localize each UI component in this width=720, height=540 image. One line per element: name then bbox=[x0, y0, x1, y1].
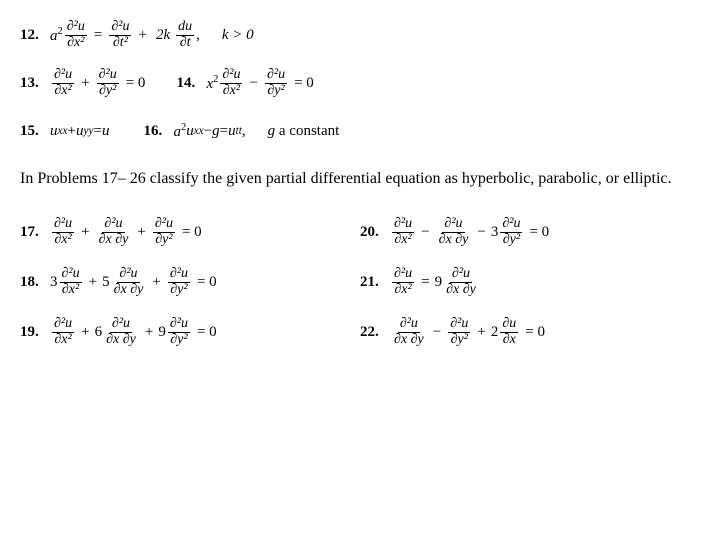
right-column: 20. ∂²u∂x² − ∂²u∂x ∂y − 3 ∂²u∂y² = 0 21.… bbox=[360, 214, 700, 364]
problem-15-16: 15. uxx + uyy = u 16. a2 uxx − g = utt ,… bbox=[20, 112, 700, 150]
equation-14: x2 ∂²u∂x² − ∂²u∂y² = 0 bbox=[206, 68, 318, 98]
problem-22: 22. ∂²u∂x ∂y − ∂²u∂y² + 2 ∂u∂x = 0 bbox=[360, 314, 700, 352]
problem-17: 17. ∂²u∂x² + ∂²u∂x ∂y + ∂²u∂y² = 0 bbox=[20, 214, 360, 252]
problem-number: 12. bbox=[20, 27, 50, 44]
note: g a constant bbox=[268, 123, 340, 140]
equation-16: a2 uxx − g = utt , g a constant bbox=[173, 122, 339, 141]
equation-13: ∂²u∂x² + ∂²u∂y² = 0 bbox=[50, 68, 150, 98]
problems-12-16: 12. a2 ∂²u∂x² = ∂²u∂t² + 2k du∂t , k > 0… bbox=[20, 16, 700, 150]
left-column: 17. ∂²u∂x² + ∂²u∂x ∂y + ∂²u∂y² = 0 18. 3… bbox=[20, 214, 360, 364]
fraction: ∂²u∂t² bbox=[109, 20, 131, 50]
fraction: ∂²u∂x² bbox=[65, 20, 87, 50]
problems-17-22: 17. ∂²u∂x² + ∂²u∂x ∂y + ∂²u∂y² = 0 18. 3… bbox=[20, 214, 700, 364]
equation: a2 ∂²u∂x² = ∂²u∂t² + 2k du∂t , k > 0 bbox=[50, 20, 254, 50]
problem-13-14: 13. ∂²u∂x² + ∂²u∂y² = 0 14. x2 ∂²u∂x² − … bbox=[20, 64, 700, 102]
problem-20: 20. ∂²u∂x² − ∂²u∂x ∂y − 3 ∂²u∂y² = 0 bbox=[360, 214, 700, 252]
problem-19: 19. ∂²u∂x² + 6 ∂²u∂x ∂y + 9 ∂²u∂y² = 0 bbox=[20, 314, 360, 352]
problem-number: 15. bbox=[20, 123, 50, 140]
fraction: du∂t bbox=[176, 20, 194, 50]
problem-21: 21. ∂²u∂x² = 9 ∂²u∂x ∂y bbox=[360, 264, 700, 302]
problem-number: 16. bbox=[143, 123, 173, 140]
instruction-text: In Problems 17– 26 classify the given pa… bbox=[20, 168, 700, 190]
problem-18: 18. 3 ∂²u∂x² + 5 ∂²u∂x ∂y + ∂²u∂y² = 0 bbox=[20, 264, 360, 302]
problem-number: 14. bbox=[176, 75, 206, 92]
problem-number: 13. bbox=[20, 75, 50, 92]
problem-12: 12. a2 ∂²u∂x² = ∂²u∂t² + 2k du∂t , k > 0 bbox=[20, 16, 700, 54]
equation-15: uxx + uyy = u bbox=[50, 123, 109, 140]
